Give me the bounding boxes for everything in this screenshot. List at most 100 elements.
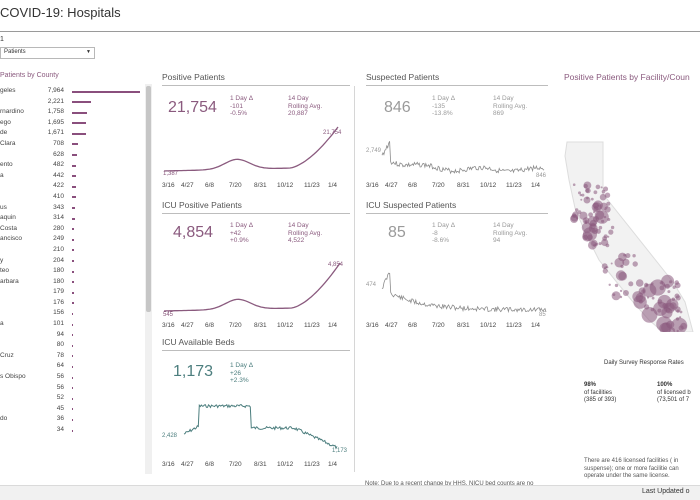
county-value: 52 (56, 394, 64, 402)
facility-marker (664, 283, 670, 289)
county-row[interactable]: 410 (0, 192, 146, 203)
facility-marker (633, 295, 647, 309)
metric-dropdown[interactable]: Patients ▼ (0, 47, 95, 59)
county-row[interactable]: 64 (0, 361, 146, 372)
suspected-day-delta: 1 Day Δ -135 -13.8% (432, 95, 456, 117)
icu-positive-trend-chart: 545 4,854 (163, 262, 344, 318)
facility-marker (599, 202, 608, 211)
icu-suspected-value: 85 (388, 224, 406, 241)
county-value: 7,964 (47, 87, 64, 94)
facility-marker (600, 186, 603, 189)
county-row[interactable]: Cruz 78 (0, 351, 146, 362)
county-row[interactable]: 45 (0, 404, 146, 415)
icu-beds-title: ICU Available Beds (162, 337, 235, 347)
california-facility-map[interactable] (563, 132, 700, 332)
facility-marker (583, 196, 591, 204)
county-row[interactable]: 80 (0, 340, 146, 351)
county-row[interactable]: Costa 280 (0, 224, 146, 235)
county-row[interactable]: 210 (0, 245, 146, 256)
county-bar (72, 281, 74, 284)
county-row[interactable]: a 101 (0, 319, 146, 330)
county-scroll-thumb[interactable] (146, 86, 151, 312)
county-row[interactable]: 34 (0, 425, 146, 436)
survey-title: Daily Survey Response Rates (604, 360, 684, 366)
county-bar (72, 418, 73, 421)
facility-marker (675, 295, 681, 301)
county-value: 180 (53, 277, 64, 285)
county-bar (72, 143, 79, 146)
positive-day-delta: 1 Day Δ -101 -0.5% (230, 95, 254, 117)
icu-positive-rule (162, 213, 350, 214)
facility-marker (588, 212, 593, 218)
county-row[interactable]: ento 482 (0, 160, 146, 171)
county-value: 314 (53, 214, 64, 222)
county-bar (72, 408, 73, 411)
positive-rule (162, 85, 350, 86)
county-row[interactable]: geles 7,964 (0, 86, 146, 97)
facility-marker (614, 283, 619, 288)
county-panel-title: Patients by County (0, 72, 59, 79)
county-value: 179 (53, 288, 64, 296)
county-bar (72, 132, 87, 135)
facility-marker (665, 322, 668, 325)
suspected-title: Suspected Patients (366, 72, 440, 82)
county-bar (72, 334, 73, 337)
county-row[interactable]: rnardino 1,758 (0, 107, 146, 118)
icu-positive-trend-line (163, 262, 341, 312)
county-row[interactable]: 52 (0, 393, 146, 404)
facility-marker (642, 283, 657, 298)
icu-beds-day-delta: 1 Day Δ +26 +2.3% (230, 362, 254, 384)
facility-marker (646, 296, 650, 299)
county-name: aquin (0, 214, 16, 222)
county-value: 210 (53, 245, 64, 253)
county-name: ego (0, 118, 11, 126)
facility-marker (674, 280, 679, 285)
county-row[interactable]: 422 (0, 181, 146, 192)
county-row[interactable]: ego 1,695 (0, 118, 146, 129)
county-value: 56 (56, 373, 64, 381)
county-row[interactable]: 56 (0, 383, 146, 394)
county-row[interactable]: 94 (0, 330, 146, 341)
facility-marker (581, 222, 593, 233)
page-title: COVID-19: Hospitals (0, 5, 121, 20)
icu-positive-rolling-avg: 14 Day Rolling Avg. 4,522 (288, 222, 323, 244)
county-row[interactable]: 156 (0, 308, 146, 319)
icu-positive-start-label: 545 (163, 312, 174, 318)
positive-title: Positive Patients (162, 72, 225, 82)
facility-marker (641, 307, 658, 323)
suspected-x-axis: 3/16 4/27 6/8 7/20 8/31 10/12 11/23 1/4 (366, 182, 541, 189)
icu-suspected-end-label: 85 (539, 312, 546, 318)
facility-marker (581, 193, 585, 197)
county-row[interactable]: aquin 314 (0, 213, 146, 224)
county-row[interactable]: ancisco 249 (0, 234, 146, 245)
county-row[interactable]: de 1,671 (0, 128, 146, 139)
county-name: rnardino (0, 108, 24, 116)
county-row[interactable]: a 442 (0, 171, 146, 182)
facility-marker (679, 310, 683, 314)
county-row[interactable]: us 343 (0, 203, 146, 214)
map-title: Positive Patients by Facility/Coun (564, 72, 690, 82)
county-value: 280 (53, 224, 64, 232)
facility-marker (632, 254, 636, 258)
county-value: 94 (56, 330, 64, 338)
county-row[interactable]: s Obispo 56 (0, 372, 146, 383)
facility-marker (593, 216, 599, 222)
county-bar (72, 387, 73, 390)
county-row[interactable]: Clara 708 (0, 139, 146, 150)
county-bar (72, 260, 74, 262)
county-row[interactable]: 176 (0, 298, 146, 309)
county-row[interactable]: 628 (0, 150, 146, 161)
county-value: 708 (53, 139, 64, 147)
facility-marker (602, 268, 608, 274)
county-row[interactable]: teo 180 (0, 266, 146, 277)
county-bar (72, 228, 75, 231)
county-row[interactable]: do 36 (0, 414, 146, 425)
county-value: 64 (56, 362, 64, 370)
county-row[interactable]: arbara 180 (0, 277, 146, 288)
facility-marker (611, 291, 621, 301)
county-row[interactable]: 2,221 (0, 97, 146, 108)
county-value: 628 (53, 150, 64, 158)
county-row[interactable]: y 204 (0, 256, 146, 267)
icu-beds-rule (162, 350, 350, 351)
county-row[interactable]: 179 (0, 287, 146, 298)
